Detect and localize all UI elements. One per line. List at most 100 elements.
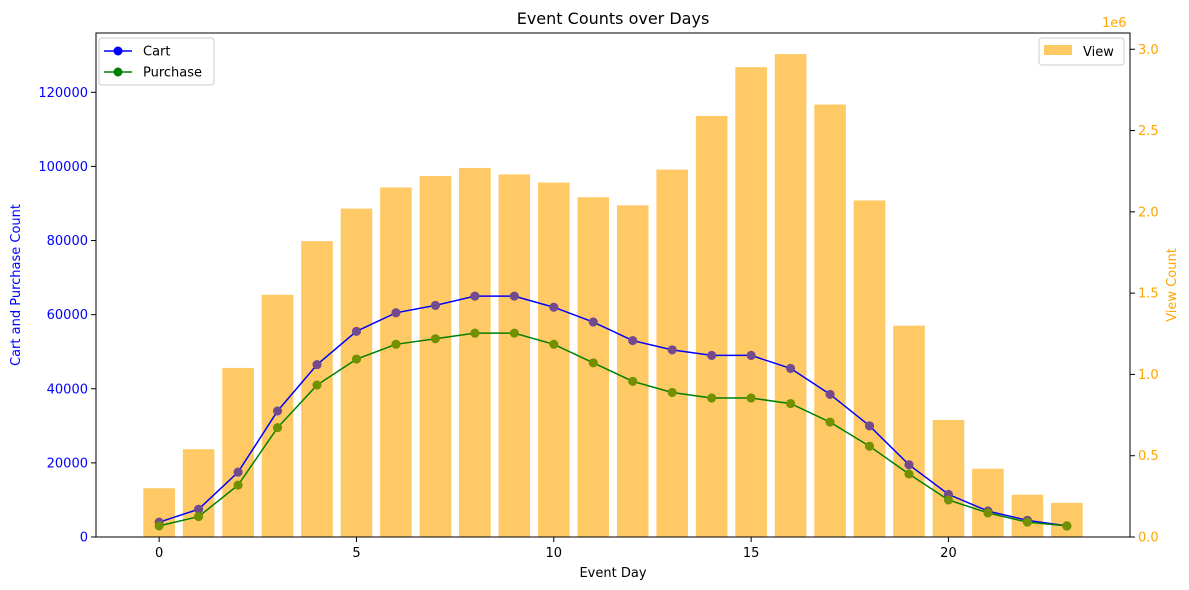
view-bar xyxy=(853,200,886,537)
purchase-point xyxy=(746,393,756,403)
purchase-point-overlay xyxy=(667,387,677,397)
view-bar xyxy=(182,449,215,537)
purchase-point-overlay xyxy=(430,334,440,344)
x-tick-label: 15 xyxy=(743,546,760,561)
cart-point-overlay xyxy=(233,467,243,477)
x-axis-label: Event Day xyxy=(579,566,646,581)
purchase-point-overlay xyxy=(588,358,598,368)
purchase-point xyxy=(588,358,598,368)
purchase-point-overlay xyxy=(312,380,322,390)
cart-point xyxy=(786,363,796,373)
purchase-point-overlay xyxy=(351,354,361,364)
cart-point-overlay xyxy=(628,336,638,346)
cart-point-overlay xyxy=(904,460,914,470)
legend-view: View xyxy=(1038,37,1125,66)
purchase-point xyxy=(865,441,875,451)
cart-point xyxy=(430,300,440,310)
view-bar xyxy=(893,325,925,537)
view-bar xyxy=(419,176,452,537)
cart-point xyxy=(588,317,598,327)
right-y-tick-label: 0.5 xyxy=(1138,449,1159,464)
purchase-point-overlay xyxy=(154,521,164,531)
legend-label: Purchase xyxy=(143,66,202,81)
purchase-point xyxy=(786,399,796,409)
x-tick-label: 10 xyxy=(546,546,563,561)
view-bar xyxy=(695,115,728,537)
legend-label: View xyxy=(1083,45,1114,60)
left-y-axis: 0 20000 40000 60000 80000 100000 120000 xyxy=(38,86,96,546)
purchase-point-overlay xyxy=(1022,517,1032,527)
cart-point xyxy=(707,350,717,360)
cart-point-overlay xyxy=(825,389,835,399)
purchase-point-overlay xyxy=(233,480,243,490)
cart-point xyxy=(628,336,638,346)
purchase-point-overlay xyxy=(509,328,519,338)
purchase-point xyxy=(273,423,283,433)
cart-point xyxy=(391,308,401,318)
purchase-point xyxy=(509,328,519,338)
view-bar xyxy=(735,67,767,537)
plot-frame xyxy=(95,32,1131,538)
purchase-point-overlay xyxy=(943,495,953,505)
right-y-tick-label: 1.0 xyxy=(1138,368,1159,383)
purchase-point xyxy=(667,387,677,397)
cart-point-overlay xyxy=(549,302,559,312)
legend-label: Cart xyxy=(143,45,171,60)
cart-point-overlay xyxy=(351,326,361,336)
right-y-axis-label: View Count xyxy=(1165,248,1180,322)
x-tick-label: 5 xyxy=(352,546,360,561)
purchase-point-overlay xyxy=(549,339,559,349)
purchase-line xyxy=(158,332,1067,527)
view-bar xyxy=(222,367,254,537)
left-y-axis-label: Cart and Purchase Count xyxy=(9,204,24,366)
purchase-point xyxy=(1062,521,1072,531)
purchase-point-overlay xyxy=(983,508,993,518)
legend-box xyxy=(1038,37,1125,66)
left-y-tick-label: 40000 xyxy=(47,382,88,397)
cart-point-overlay xyxy=(273,406,283,416)
purchase-point-overlay xyxy=(865,441,875,451)
cart-point xyxy=(549,302,559,312)
right-y-tick-label: 2.0 xyxy=(1138,205,1159,220)
left-y-tick-label: 80000 xyxy=(47,234,88,249)
view-bars xyxy=(143,54,1083,538)
right-axis-multiplier: 1e6 xyxy=(1102,16,1127,31)
purchase-point xyxy=(825,417,835,427)
purchase-point-overlay xyxy=(786,399,796,409)
view-bar xyxy=(459,167,491,537)
cart-point xyxy=(825,389,835,399)
cart-line xyxy=(158,295,1067,527)
legend-cart-purchase: Cart Purchase xyxy=(98,37,215,86)
cart-point-overlay xyxy=(667,345,677,355)
view-bar xyxy=(1051,502,1083,537)
line-series xyxy=(154,291,1072,531)
cart-point-overlay xyxy=(588,317,598,327)
view-bar xyxy=(972,468,1004,537)
cart-point xyxy=(194,504,204,514)
view-bar xyxy=(774,54,807,537)
purchase-point xyxy=(943,495,953,505)
cart-point-overlay xyxy=(430,300,440,310)
left-y-tick-label: 20000 xyxy=(47,456,88,471)
purchase-point-overlay xyxy=(825,417,835,427)
purchase-point xyxy=(1022,517,1032,527)
purchase-point-overlay xyxy=(194,512,204,522)
purchase-point-overlay xyxy=(904,469,914,479)
right-y-tick-label: 2.5 xyxy=(1138,124,1159,139)
cart-point-overlay xyxy=(865,421,875,431)
purchase-point xyxy=(904,469,914,479)
cart-point-overlay xyxy=(194,504,204,514)
cart-point xyxy=(746,350,756,360)
right-y-tick-label: 3.0 xyxy=(1138,43,1159,58)
purchase-point xyxy=(194,512,204,522)
chart-title: Event Counts over Days xyxy=(517,9,710,28)
purchase-point-overlay xyxy=(391,339,401,349)
right-y-tick-label: 1.5 xyxy=(1138,287,1159,302)
cart-point xyxy=(233,467,243,477)
cart-point-overlay xyxy=(746,350,756,360)
cart-point xyxy=(667,345,677,355)
purchase-point-overlay xyxy=(470,328,480,338)
right-y-tick-label: 0.0 xyxy=(1138,531,1159,546)
cart-point xyxy=(470,291,480,301)
legend-marker xyxy=(113,67,123,77)
